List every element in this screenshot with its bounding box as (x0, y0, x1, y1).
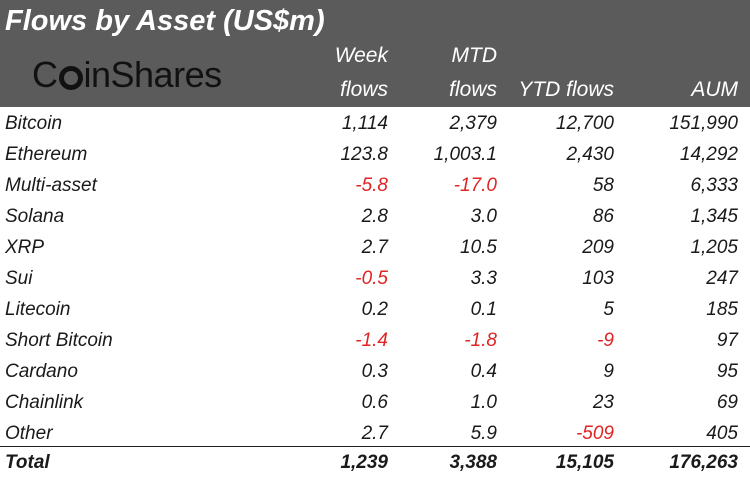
table-title: Flows by Asset (US$m) (5, 5, 325, 37)
cell-aum: 69 (716, 392, 738, 413)
cell-mtd: 10.5 (460, 237, 497, 258)
table-row: Ethereum 123.8 1,003.1 2,430 14,292 (0, 139, 750, 170)
cell-ytd: 58 (592, 175, 614, 196)
cell-asset: Ethereum (5, 144, 88, 165)
cell-mtd: -1.8 (464, 330, 497, 351)
cell-ytd: 103 (582, 268, 614, 289)
cell-aum: 1,205 (690, 237, 738, 258)
col-aum: AUM (691, 78, 738, 101)
cell-asset: XRP (5, 237, 45, 258)
cell-aum: 95 (716, 361, 738, 382)
cell-asset: Solana (5, 206, 65, 227)
col-mtd-line1: MTD (451, 44, 498, 67)
cell-mtd: 2,379 (449, 113, 497, 134)
cell-ytd: 209 (582, 237, 614, 258)
logo-ring-icon (58, 66, 83, 90)
cell-ytd: 12,700 (555, 113, 614, 134)
cell-ytd: -509 (575, 423, 614, 444)
table-row: Short Bitcoin -1.4 -1.8 -9 97 (0, 325, 750, 356)
cell-mtd: -17.0 (453, 175, 497, 196)
cell-aum: 151,990 (669, 113, 738, 134)
cell-week: 2.7 (361, 237, 388, 258)
cell-aum: 97 (716, 330, 738, 351)
cell-ytd: 86 (592, 206, 614, 227)
cell-week: -0.5 (355, 268, 388, 289)
cell-week: -5.8 (355, 175, 388, 196)
total-ytd: 15,105 (555, 452, 614, 473)
total-aum: 176,263 (669, 452, 738, 473)
total-label: Total (5, 452, 50, 473)
table-row: Multi-asset -5.8 -17.0 58 6,333 (0, 170, 750, 201)
cell-mtd: 1,003.1 (433, 144, 497, 165)
total-row: Total 1,239 3,388 15,105 176,263 (0, 447, 750, 478)
cell-week: -1.4 (355, 330, 388, 351)
table-row: Cardano 0.3 0.4 9 95 (0, 356, 750, 387)
cell-asset: Other (5, 423, 53, 444)
cell-week: 2.8 (361, 206, 388, 227)
cell-asset: Sui (5, 268, 33, 289)
cell-ytd: 5 (603, 299, 614, 320)
cell-asset: Multi-asset (5, 175, 97, 196)
cell-mtd: 0.4 (470, 361, 497, 382)
total-divider (0, 446, 750, 447)
cell-asset: Chainlink (5, 392, 84, 413)
cell-aum: 247 (706, 268, 738, 289)
table-row: Chainlink 0.6 1.0 23 69 (0, 387, 750, 418)
col-week-line1: Week (334, 44, 388, 67)
cell-aum: 14,292 (679, 144, 738, 165)
cell-week: 0.3 (361, 361, 388, 382)
cell-aum: 185 (706, 299, 738, 320)
cell-week: 123.8 (340, 144, 388, 165)
cell-ytd: 23 (592, 392, 614, 413)
cell-aum: 1,345 (690, 206, 738, 227)
cell-asset: Litecoin (5, 299, 71, 320)
total-mtd: 3,388 (449, 452, 497, 473)
cell-ytd: -9 (597, 330, 614, 351)
table-row: Sui -0.5 3.3 103 247 (0, 263, 750, 294)
cell-mtd: 3.3 (470, 268, 497, 289)
cell-mtd: 0.1 (470, 299, 497, 320)
cell-week: 0.2 (361, 299, 388, 320)
table-row: XRP 2.7 10.5 209 1,205 (0, 232, 750, 263)
cell-week: 1,114 (341, 113, 388, 134)
total-week: 1,239 (340, 452, 388, 473)
table-row: Litecoin 0.2 0.1 5 185 (0, 294, 750, 325)
table-row: Bitcoin 1,114 2,379 12,700 151,990 (0, 108, 750, 139)
cell-week: 0.6 (361, 392, 388, 413)
cell-asset: Cardano (5, 361, 78, 382)
table-row: Solana 2.8 3.0 86 1,345 (0, 201, 750, 232)
cell-ytd: 2,430 (566, 144, 614, 165)
cell-asset: Bitcoin (5, 113, 63, 134)
col-mtd-line2: flows (449, 78, 497, 101)
cell-ytd: 9 (603, 361, 614, 382)
cell-week: 2.7 (361, 423, 388, 444)
cell-asset: Short Bitcoin (5, 330, 113, 351)
cell-mtd: 1.0 (470, 392, 497, 413)
table-row: Other 2.7 5.9 -509 405 (0, 418, 750, 449)
cell-aum: 405 (706, 423, 738, 444)
col-ytd: YTD flows (518, 78, 614, 101)
cell-mtd: 3.0 (470, 206, 497, 227)
cell-aum: 6,333 (690, 175, 738, 196)
cell-mtd: 5.9 (470, 423, 497, 444)
col-week-line2: flows (340, 78, 388, 101)
